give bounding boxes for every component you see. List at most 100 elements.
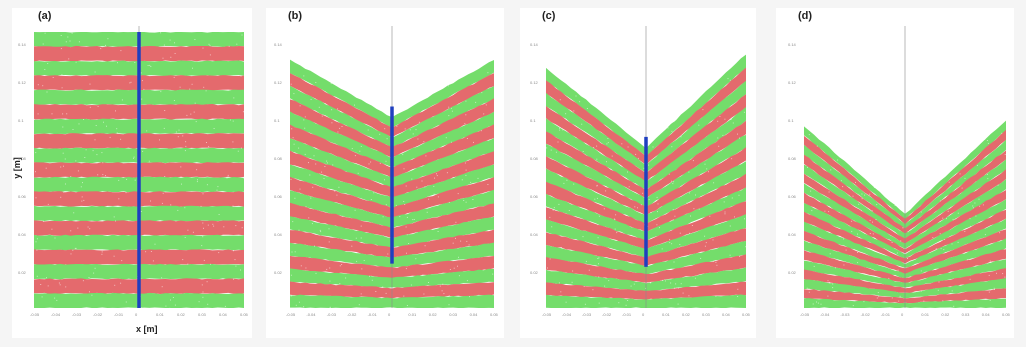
grain <box>120 50 122 52</box>
grain <box>291 251 293 253</box>
grain <box>66 113 68 115</box>
grain <box>71 32 73 34</box>
grain <box>145 251 147 253</box>
grain <box>689 232 691 234</box>
grain <box>329 307 331 309</box>
grain <box>473 141 474 143</box>
grain <box>182 259 184 261</box>
grain <box>213 128 215 129</box>
x-tick-label: -0.05 <box>542 312 552 317</box>
grain <box>336 194 338 196</box>
grain <box>811 210 813 212</box>
grain <box>290 83 292 85</box>
grain <box>406 305 408 306</box>
grain <box>581 123 583 125</box>
grain <box>360 145 362 147</box>
grain <box>328 228 330 230</box>
grain <box>704 163 706 165</box>
grain <box>449 269 451 270</box>
grain <box>339 265 341 267</box>
grain <box>880 187 882 189</box>
grain <box>724 211 726 213</box>
grain <box>116 128 118 130</box>
grain <box>234 259 236 261</box>
grain <box>207 303 209 305</box>
grain <box>169 307 171 309</box>
grain <box>202 47 204 49</box>
x-tick-label: 0.01 <box>408 312 417 317</box>
grain <box>861 198 863 200</box>
grain <box>704 245 706 247</box>
grain <box>184 207 186 209</box>
grain <box>216 189 218 191</box>
grain <box>202 222 204 224</box>
grain <box>354 209 356 211</box>
grain <box>150 66 152 67</box>
grain <box>738 194 740 196</box>
grain <box>62 113 64 115</box>
grain <box>242 111 244 113</box>
x-tick-label: 0.02 <box>941 312 950 317</box>
grain <box>84 157 86 158</box>
y-tick-label: 0.02 <box>788 270 796 275</box>
grain <box>118 198 120 200</box>
grain <box>827 280 829 282</box>
grain <box>723 201 725 203</box>
grain <box>675 283 677 285</box>
grain <box>331 109 333 111</box>
grain <box>877 186 879 188</box>
grain <box>312 186 314 188</box>
grain <box>161 202 163 204</box>
grain <box>656 224 658 226</box>
grain <box>85 149 87 151</box>
layer-band <box>804 199 1006 259</box>
grain <box>869 180 870 182</box>
grain <box>379 162 381 164</box>
grain <box>83 119 85 120</box>
grain <box>210 263 212 265</box>
grain <box>953 305 955 307</box>
grain <box>650 282 651 284</box>
grain <box>597 237 599 239</box>
grain <box>198 301 200 303</box>
grain <box>876 204 878 206</box>
grain <box>299 105 301 107</box>
layer-band <box>804 238 1006 279</box>
grain <box>294 197 296 199</box>
grain <box>185 145 187 147</box>
grain <box>120 282 122 284</box>
grain <box>369 275 370 277</box>
grain <box>692 160 694 162</box>
grain <box>163 127 165 129</box>
grain <box>47 285 49 287</box>
y-tick-label: 0.08 <box>274 156 282 161</box>
x-tick-label: -0.02 <box>93 312 103 317</box>
grain <box>448 115 450 117</box>
grain <box>405 268 407 270</box>
grain <box>115 110 116 112</box>
grain <box>633 283 635 285</box>
grain <box>409 129 411 131</box>
grain <box>719 116 721 117</box>
grain <box>95 125 97 126</box>
grain <box>51 228 53 230</box>
grain <box>562 129 564 131</box>
grain <box>223 226 225 228</box>
grain <box>888 277 890 279</box>
grain <box>415 258 417 260</box>
grain <box>142 150 144 152</box>
grain <box>44 69 46 70</box>
grain <box>83 199 85 201</box>
y-tick-label: 0.02 <box>530 270 538 275</box>
grain <box>60 35 62 36</box>
grain <box>359 150 361 152</box>
grain <box>202 291 204 293</box>
grain <box>594 198 596 200</box>
grain <box>957 212 959 214</box>
grain <box>300 265 302 267</box>
grain <box>331 122 333 124</box>
grain <box>994 289 995 290</box>
grain <box>672 219 674 221</box>
grain <box>338 186 340 188</box>
layer-band <box>546 120 746 199</box>
